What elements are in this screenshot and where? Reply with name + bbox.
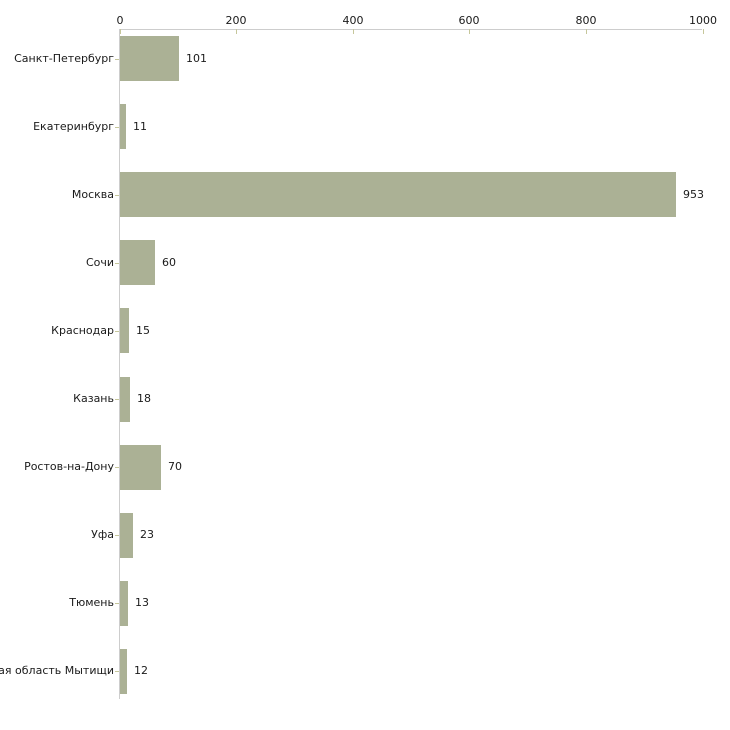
x-axis-tick (120, 29, 121, 34)
category-label: Ростов-на-Дону (24, 460, 114, 473)
y-axis-line (119, 29, 120, 699)
x-axis-tick-label: 200 (225, 14, 247, 27)
bar-value-label: 953 (683, 188, 704, 201)
bar (120, 172, 676, 217)
bar-value-label: 15 (136, 324, 150, 337)
category-label: Санкт-Петербург (14, 52, 114, 65)
category-tick (115, 59, 119, 60)
x-axis-tick-label: 800 (575, 14, 597, 27)
category-tick (115, 467, 119, 468)
bar (120, 377, 130, 422)
category-label: Краснодар (51, 324, 114, 337)
bar (120, 445, 161, 490)
bar (120, 104, 126, 149)
category-label: Москва (71, 188, 114, 201)
x-axis-tick (353, 29, 354, 34)
x-axis-tick-label: 0 (116, 14, 124, 27)
bar (120, 581, 128, 626)
category-label: Уфа (91, 528, 114, 541)
x-axis-tick-label: 1000 (689, 14, 717, 27)
category-label: Тюмень (69, 596, 114, 609)
bar-value-label: 13 (135, 596, 149, 609)
bar-value-label: 18 (137, 392, 151, 405)
bar (120, 36, 179, 81)
category-tick (115, 399, 119, 400)
category-label: Сочи (85, 256, 114, 269)
bar-value-label: 12 (134, 664, 148, 677)
bar (120, 649, 127, 694)
x-axis-tick (236, 29, 237, 34)
category-tick (115, 263, 119, 264)
category-tick (115, 603, 119, 604)
bar-value-label: 11 (133, 120, 147, 133)
bar (120, 240, 155, 285)
bar-value-label: 70 (168, 460, 182, 473)
category-tick (115, 535, 119, 536)
bar (120, 308, 129, 353)
category-tick (115, 195, 119, 196)
category-label: Казань (73, 392, 114, 405)
category-label: Московская область Мытищи (0, 664, 114, 677)
x-axis-tick (586, 29, 587, 34)
x-axis-tick (469, 29, 470, 34)
x-axis-tick-label: 600 (458, 14, 480, 27)
category-tick (115, 127, 119, 128)
category-label: Екатеринбург (33, 120, 114, 133)
x-axis-line (119, 29, 702, 30)
bar-value-label: 23 (140, 528, 154, 541)
bar (120, 513, 133, 558)
x-axis-tick-label: 400 (342, 14, 364, 27)
category-tick (115, 331, 119, 332)
bar-value-label: 101 (186, 52, 207, 65)
x-axis-tick (703, 29, 704, 34)
category-tick (115, 671, 119, 672)
bar-value-label: 60 (162, 256, 176, 269)
